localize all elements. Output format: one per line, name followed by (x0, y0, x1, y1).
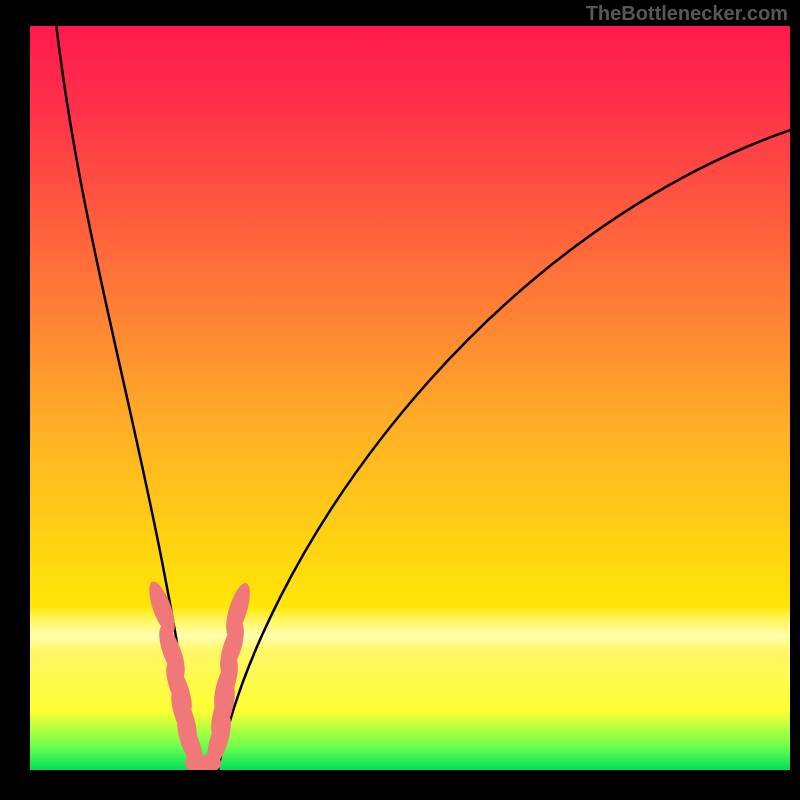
plot-background (30, 26, 790, 770)
chart-root: TheBottlenecker.com (0, 0, 800, 800)
watermark-text: TheBottlenecker.com (586, 3, 788, 26)
marker-bottom (199, 754, 221, 772)
chart-svg (0, 0, 800, 800)
